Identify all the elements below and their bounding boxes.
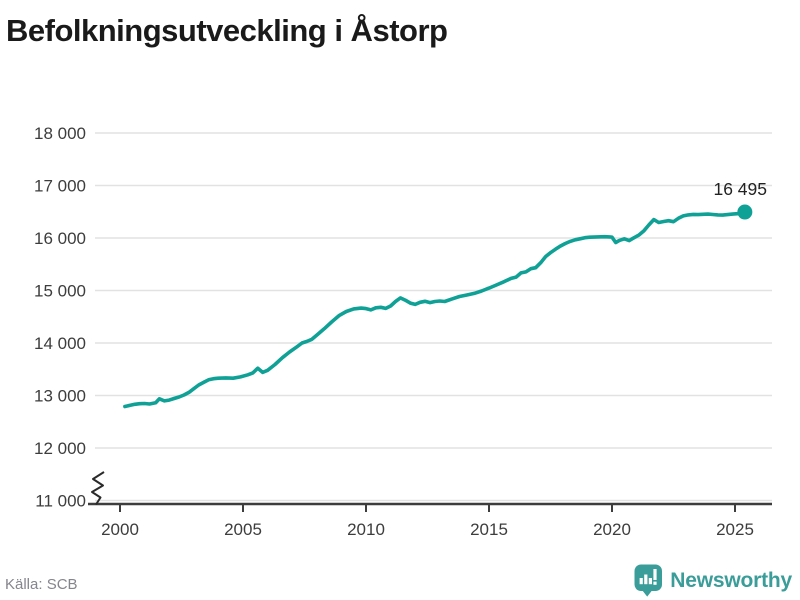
x-tick-label: 2010 [347, 520, 385, 539]
newsworthy-chart-bubble-icon [634, 564, 663, 597]
source-label: Källa: SCB [5, 576, 78, 593]
brand-name: Newsworthy [670, 568, 792, 592]
y-tick-label: 18 000 [34, 124, 86, 143]
y-tick-label: 16 000 [34, 229, 86, 248]
x-tick-label: 2005 [224, 520, 262, 539]
x-tick-label: 2020 [593, 520, 631, 539]
last-point-marker [737, 204, 753, 220]
y-tick-label: 12 000 [34, 439, 86, 458]
population-line [123, 210, 747, 409]
x-tick-label: 2000 [101, 520, 139, 539]
y-tick-label: 14 000 [34, 334, 86, 353]
last-value-label: 16 495 [713, 179, 767, 199]
y-tick-label: 13 000 [34, 387, 86, 406]
chart-title: Befolkningsutveckling i Åstorp [6, 13, 448, 48]
y-tick-label: 15 000 [34, 282, 86, 301]
y-tick-label: 11 000 [35, 492, 86, 511]
newsworthy-logo: Newsworthy [634, 564, 792, 597]
y-tick-label: 17 000 [34, 177, 86, 196]
x-tick-label: 2015 [470, 520, 508, 539]
axis-break-icon [91, 471, 105, 506]
population-chart: 11 000 12 000 13 000 14 000 15 000 16 000 17 0… [34, 124, 772, 539]
x-tick-label: 2025 [716, 520, 754, 539]
